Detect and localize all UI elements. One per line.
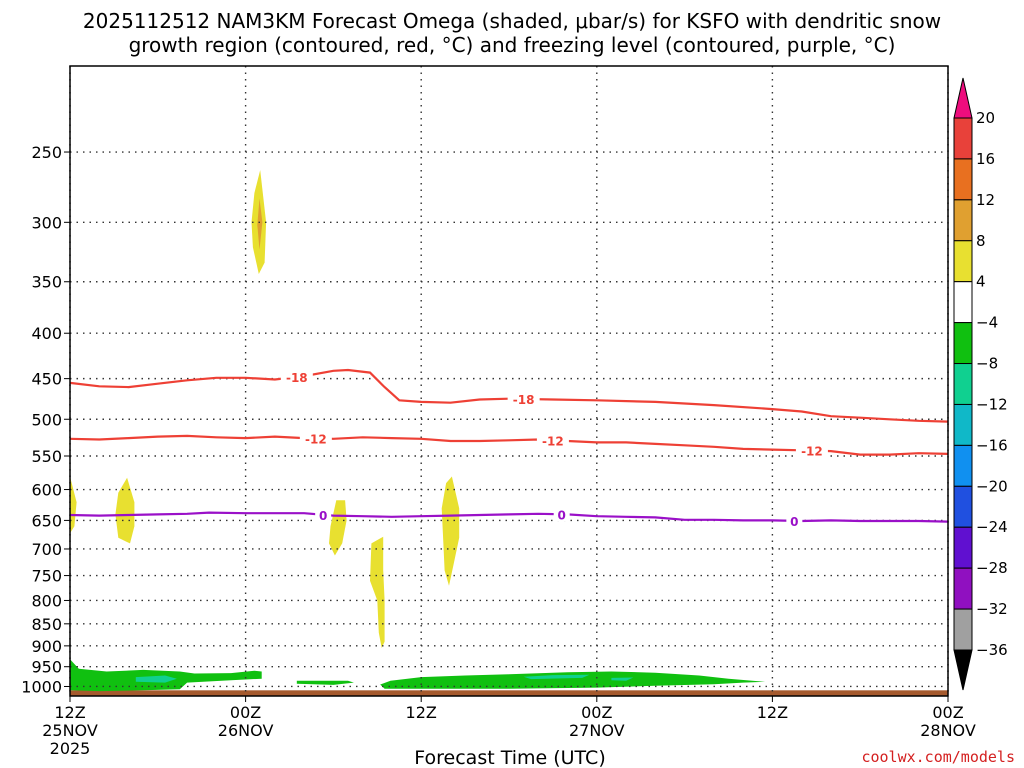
source-credit: coolwx.com/models: [861, 748, 1015, 766]
colorbar-label-6: −8: [976, 355, 998, 373]
omega-region-9: [380, 671, 766, 689]
colorbar-swatch-9: [953, 485, 973, 528]
plot-area: 250 300 350 400 450 500 550 600 650 700 750 800 850 9…: [21, 65, 976, 758]
contour-label-bg-2-2: [786, 513, 803, 528]
x-tick-label-60-0: 00Z: [932, 703, 963, 722]
y-tick-label-550: 550: [31, 447, 62, 466]
colorbar-label-11: −28: [976, 559, 1008, 577]
colorbar-swatch-3: [953, 240, 973, 283]
y-tick-label-900: 900: [31, 637, 62, 656]
colorbar-label-5: −4: [976, 314, 998, 332]
colorbar-label-2: 12: [976, 191, 995, 209]
contour-label-1-2: -12: [801, 445, 823, 459]
colorbar-swatch-0: [953, 117, 973, 160]
y-tick-label-600: 600: [31, 481, 62, 500]
colorbar-swatch-7: [953, 403, 973, 446]
contour-label-bg-0-1: [507, 391, 540, 406]
x-tick-label-36-1: 27NOV: [569, 721, 625, 740]
contour-label-2-0: 0: [319, 509, 327, 523]
contour-label-0-0: -18: [286, 371, 308, 385]
chart-title-line2: growth region (contoured, red, °C) and f…: [129, 33, 896, 57]
omega-region-2: [70, 476, 77, 534]
contour-label-bg-1-1: [536, 433, 569, 448]
contour-label-0-1: -18: [513, 393, 535, 407]
x-tick-label-48-0: 12Z: [757, 703, 788, 722]
omega-region-1: [257, 198, 263, 250]
omega-region-4: [329, 500, 347, 556]
contour-label-bg-2-1: [553, 507, 570, 522]
x-tick-label-12-1: 26NOV: [218, 721, 274, 740]
contour-label-bg-1-0: [299, 431, 332, 446]
contour-label-bg-2-0: [315, 507, 332, 522]
colorbar-label-4: 4: [976, 273, 986, 291]
x-tick-label-12-0: 00Z: [230, 703, 261, 722]
terrain-band: [70, 690, 948, 696]
y-tick-label-850: 850: [31, 615, 62, 634]
contour-label-bg-1-2: [795, 443, 828, 458]
colorbar-label-8: −16: [976, 436, 1008, 454]
y-tick-label-450: 450: [31, 370, 62, 389]
omega-region-11: [523, 674, 590, 680]
y-tick-label-300: 300: [31, 213, 62, 232]
contour-label-bg-0-0: [280, 369, 313, 384]
contour-line-0: [69, 368, 949, 423]
y-tick-label-250: 250: [31, 143, 62, 162]
colorbar-label-0: 20: [976, 109, 995, 127]
x-tick-label-36-0: 00Z: [581, 703, 612, 722]
y-tick-label-950: 950: [31, 658, 62, 677]
omega-region-6: [441, 476, 460, 586]
colorbar-legend: 20 16 12 8 4 −4 −8 −12 −16 −20 −24 −28 −32 −36: [953, 77, 1008, 691]
colorbar-swatch-2: [953, 199, 973, 242]
colorbar-swatch-5: [953, 322, 973, 365]
x-tick-label-0-0: 12Z: [54, 703, 85, 722]
y-tick-label-700: 700: [31, 540, 62, 559]
omega-region-8: [296, 680, 354, 685]
colorbar-label-10: −24: [976, 518, 1008, 536]
colorbar-swatch-8: [953, 444, 973, 487]
x-tick-label-0-1: 25NOV: [42, 721, 98, 740]
colorbar-top-arrow: [953, 77, 973, 119]
y-tick-label-350: 350: [31, 273, 62, 292]
chart-title-line1: 2025112512 NAM3KM Forecast Omega (shaded…: [83, 9, 941, 33]
colorbar-label-7: −12: [976, 395, 1008, 413]
omega-region-3: [115, 477, 135, 544]
contour-label-1-1: -12: [542, 434, 564, 448]
x-axis-label: Forecast Time (UTC): [414, 747, 605, 768]
colorbar-swatch-10: [953, 526, 973, 569]
colorbar-swatch-1: [953, 158, 973, 201]
contour-label-2-1: 0: [558, 508, 566, 522]
colorbar-label-9: −20: [976, 477, 1008, 495]
omega-region-10: [135, 675, 177, 683]
x-tick-label-60-1: 28NOV: [920, 721, 976, 740]
omega-region-12: [611, 677, 634, 681]
contour-line-2: [69, 511, 949, 523]
y-tick-label-750: 750: [31, 567, 62, 586]
colorbar-label-12: −32: [976, 600, 1008, 618]
x-tick-label-24-0: 12Z: [406, 703, 437, 722]
colorbar-bottom-arrow: [953, 649, 973, 691]
y-tick-label-800: 800: [31, 591, 62, 610]
y-tick-label-1000: 1000: [21, 677, 62, 696]
x-tick-label-0-2: 2025: [50, 739, 91, 758]
contour-label-1-0: -12: [305, 432, 327, 446]
colorbar-swatch-6: [953, 363, 973, 405]
contour-label-2-2: 0: [790, 515, 798, 529]
colorbar-label-1: 16: [976, 150, 995, 168]
y-tick-label-500: 500: [31, 410, 62, 429]
omega-region-7: [70, 659, 262, 692]
colorbar-label-3: 8: [976, 232, 986, 250]
colorbar-swatch-4: [953, 281, 973, 324]
colorbar-swatch-12: [953, 608, 973, 651]
omega-region-5: [370, 536, 385, 648]
colorbar-swatch-11: [953, 567, 973, 610]
plot-frame: [69, 65, 949, 697]
colorbar-label-13: −36: [976, 641, 1008, 659]
y-tick-label-400: 400: [31, 324, 62, 343]
y-tick-label-650: 650: [31, 511, 62, 530]
